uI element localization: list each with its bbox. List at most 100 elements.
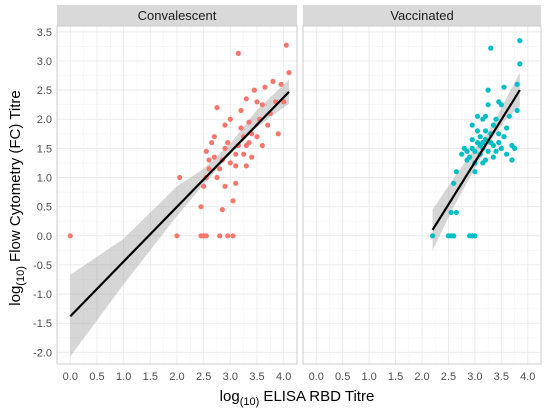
x-tick-label: 2.0 bbox=[414, 371, 429, 383]
data-point bbox=[451, 233, 457, 239]
panel-strip-label: Convalescent bbox=[138, 8, 217, 23]
y-axis-title-log: log bbox=[7, 286, 24, 306]
data-point bbox=[472, 169, 478, 175]
y-tick-label: 3.0 bbox=[37, 56, 52, 68]
data-point bbox=[246, 140, 252, 146]
x-tick-label: 2.0 bbox=[169, 371, 184, 383]
data-point bbox=[281, 99, 287, 105]
data-point bbox=[482, 113, 489, 119]
data-point bbox=[485, 102, 491, 108]
data-point bbox=[265, 122, 271, 128]
panel-strip-label: Vaccinated bbox=[390, 8, 453, 23]
data-point bbox=[469, 122, 475, 128]
x-tick-label: 3.0 bbox=[223, 371, 238, 383]
data-point bbox=[259, 142, 265, 149]
panel-border bbox=[56, 25, 298, 365]
data-point bbox=[493, 148, 499, 154]
y-tick-label: 2.0 bbox=[37, 114, 52, 126]
data-point bbox=[275, 131, 281, 137]
data-point bbox=[482, 128, 489, 134]
y-tick-label: 0.5 bbox=[37, 202, 52, 214]
data-point bbox=[222, 122, 228, 128]
x-tick-label: 0.5 bbox=[89, 371, 104, 383]
data-point bbox=[219, 207, 225, 213]
data-point bbox=[472, 233, 478, 239]
data-point bbox=[482, 137, 489, 143]
data-point bbox=[504, 125, 510, 131]
data-point bbox=[480, 160, 486, 166]
data-point bbox=[464, 148, 470, 154]
data-point bbox=[217, 233, 223, 239]
x-tick-label: 4.0 bbox=[276, 371, 291, 383]
data-point bbox=[451, 180, 457, 186]
x-tick-label: 3.5 bbox=[249, 371, 264, 383]
data-point bbox=[278, 81, 284, 87]
data-point bbox=[227, 116, 233, 122]
y-tick-label: 1.5 bbox=[37, 143, 52, 155]
x-tick-label: 4.0 bbox=[520, 371, 535, 383]
data-point bbox=[490, 142, 496, 149]
data-point bbox=[225, 233, 231, 239]
data-point bbox=[485, 148, 491, 154]
data-point bbox=[222, 145, 228, 151]
data-point bbox=[241, 151, 247, 157]
data-point bbox=[67, 233, 73, 239]
data-point bbox=[201, 183, 207, 189]
data-point bbox=[251, 87, 257, 93]
data-point bbox=[211, 154, 217, 160]
panel-border bbox=[302, 25, 542, 365]
data-point bbox=[206, 157, 212, 163]
x-tick-label: 1.5 bbox=[143, 371, 158, 383]
data-point bbox=[498, 145, 504, 151]
y-axis-title: log(10) Flow Cytometry (FC) Titre bbox=[7, 90, 27, 305]
data-point bbox=[474, 113, 481, 119]
panel-points bbox=[67, 42, 292, 239]
x-tick-label: 1.5 bbox=[388, 371, 403, 383]
data-point bbox=[214, 174, 220, 181]
data-point bbox=[222, 183, 228, 189]
data-point bbox=[477, 134, 483, 140]
data-point bbox=[485, 87, 491, 93]
x-axis-title-subscript: (10) bbox=[240, 396, 260, 408]
data-point bbox=[262, 84, 268, 90]
x-axis-title-log: log bbox=[220, 388, 240, 405]
data-point bbox=[233, 180, 239, 186]
x-tick-label: 3.5 bbox=[494, 371, 509, 383]
y-tick-label: 0.0 bbox=[37, 231, 52, 243]
x-tick-label: 3.0 bbox=[467, 371, 482, 383]
x-tick-label: 2.5 bbox=[441, 371, 456, 383]
y-tick-label: -1.5 bbox=[33, 318, 52, 330]
data-point bbox=[506, 113, 512, 119]
x-tick-label: 0.5 bbox=[335, 371, 350, 383]
data-point bbox=[453, 169, 459, 175]
data-point bbox=[243, 163, 249, 169]
x-tick-label: 1.0 bbox=[116, 371, 131, 383]
y-tick-label: 2.5 bbox=[37, 85, 52, 97]
data-point bbox=[198, 204, 204, 210]
data-point bbox=[286, 70, 292, 76]
data-point bbox=[501, 84, 507, 90]
data-point bbox=[174, 233, 180, 239]
data-point bbox=[217, 166, 223, 172]
data-point bbox=[501, 134, 507, 140]
y-tick-label: 1.0 bbox=[37, 173, 52, 185]
data-point bbox=[511, 145, 518, 151]
data-point bbox=[249, 154, 255, 160]
data-point bbox=[243, 96, 249, 102]
panel-points bbox=[430, 38, 523, 239]
data-point bbox=[469, 137, 475, 143]
data-point bbox=[225, 140, 231, 146]
data-point bbox=[490, 122, 496, 128]
panel-strip bbox=[57, 5, 297, 26]
data-point bbox=[490, 154, 496, 160]
data-point bbox=[233, 163, 239, 169]
data-point bbox=[259, 102, 265, 108]
data-point bbox=[211, 134, 217, 140]
data-point bbox=[514, 81, 520, 87]
data-point bbox=[517, 38, 523, 44]
data-point bbox=[209, 140, 215, 146]
data-point bbox=[254, 99, 260, 105]
data-point bbox=[254, 134, 260, 140]
data-point bbox=[517, 61, 523, 67]
panel-grid bbox=[57, 26, 297, 364]
